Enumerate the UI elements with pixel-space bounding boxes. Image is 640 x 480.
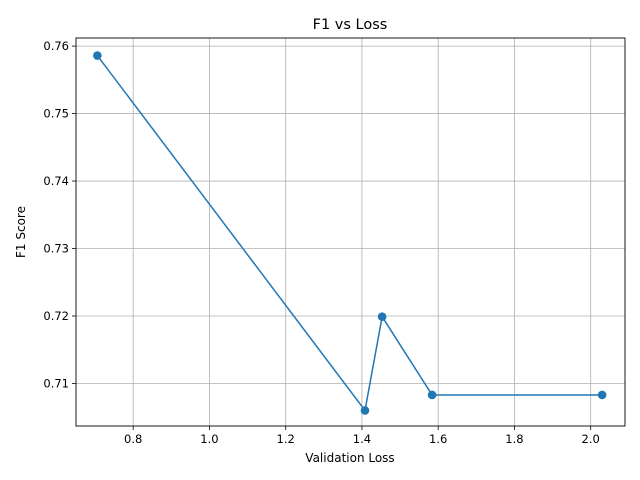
series-line (96, 55, 603, 413)
x-tick-label: 1.2 (277, 432, 295, 446)
data-point (93, 51, 102, 60)
plot-frame (75, 37, 626, 427)
y-tick-label: 0.76 (43, 39, 69, 53)
grid (76, 38, 625, 426)
x-tick-label: 1.4 (353, 432, 371, 446)
y-axis-label: F1 Score (14, 206, 28, 258)
y-tick-label: 0.75 (43, 107, 69, 121)
x-tick-label: 1.0 (200, 432, 218, 446)
y-tick-label: 0.72 (43, 309, 69, 323)
x-tick-label: 1.8 (505, 432, 523, 446)
data-point (360, 406, 370, 415)
y-tick-label: 0.73 (43, 242, 69, 256)
series-layer (93, 51, 607, 415)
y-axis: 0.71 0.72 0.73 0.74 0.75 0.76 (43, 39, 76, 390)
x-axis: 0.8 1.0 1.2 1.4 1.6 1.8 2.0 (124, 426, 600, 446)
data-point (597, 390, 607, 400)
x-tick-label: 2.0 (582, 432, 600, 446)
x-axis-label: Validation Loss (305, 451, 394, 465)
x-tick-label: 1.6 (429, 432, 447, 446)
x-tick-label: 0.8 (124, 432, 142, 446)
data-point (377, 312, 387, 321)
y-tick-label: 0.71 (43, 376, 69, 390)
y-tick-label: 0.74 (43, 174, 69, 188)
data-point (427, 390, 437, 400)
chart-title: F1 vs Loss (313, 17, 388, 33)
